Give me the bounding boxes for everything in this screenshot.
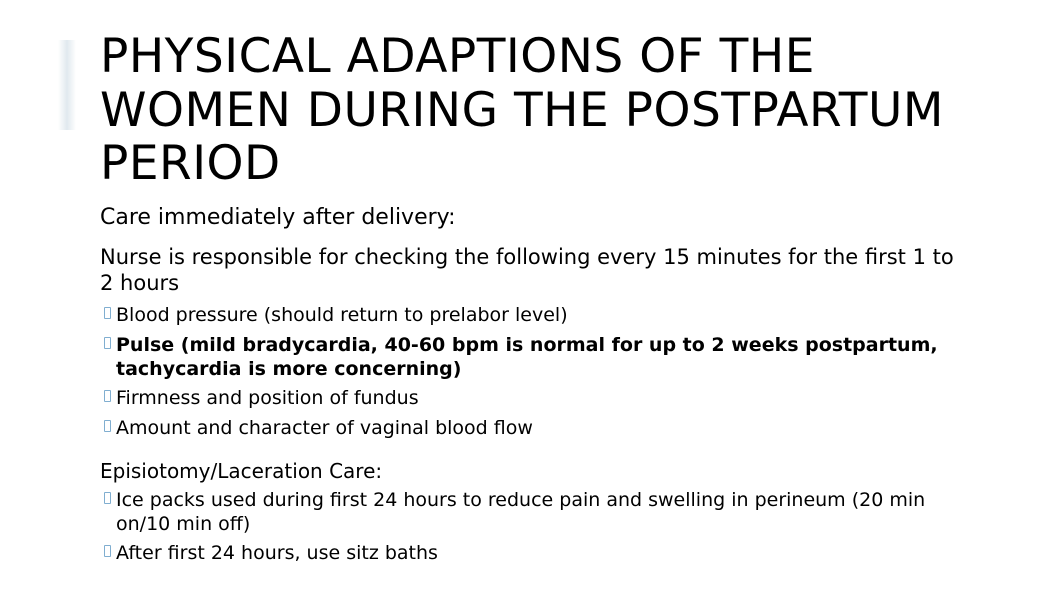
section1-list: Blood pressure (should return to prelabo… [100, 304, 972, 441]
section1-lead: Nurse is responsible for checking the fo… [100, 244, 972, 297]
list-item: Firmness and position of fundus [100, 387, 972, 411]
list-item: Ice packs used during first 24 hours to … [100, 489, 972, 537]
section2-heading: Episiotomy/Laceration Care: [100, 459, 972, 483]
slide: PHYSICAL ADAPTIONS OF THE WOMEN DURING T… [0, 0, 1062, 597]
list-item-text: After first 24 hours, use sitz baths [116, 542, 438, 564]
list-item: After first 24 hours, use sitz baths [100, 542, 972, 566]
list-item-text: Pulse (mild bradycardia, 40-60 bpm is no… [116, 334, 938, 380]
list-item: Blood pressure (should return to prelabo… [100, 304, 972, 328]
list-item: Amount and character of vaginal blood fl… [100, 417, 972, 441]
accent-bar [58, 40, 76, 130]
slide-title: PHYSICAL ADAPTIONS OF THE WOMEN DURING T… [100, 30, 972, 191]
section2-list: Ice packs used during first 24 hours to … [100, 489, 972, 566]
list-item-text: Firmness and position of fundus [116, 387, 419, 409]
list-item: Pulse (mild bradycardia, 40-60 bpm is no… [100, 334, 972, 382]
list-item-text: Ice packs used during first 24 hours to … [116, 489, 925, 535]
section1-heading: Care immediately after delivery: [100, 205, 972, 230]
list-item-text: Blood pressure (should return to prelabo… [116, 304, 568, 326]
list-item-text: Amount and character of vaginal blood fl… [116, 417, 533, 439]
